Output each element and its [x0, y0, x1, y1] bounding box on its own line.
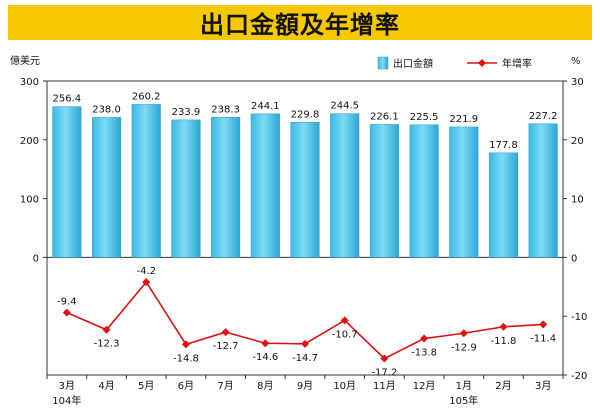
bar-data-label: 227.2 — [529, 111, 558, 122]
bar-export-amount — [171, 119, 201, 258]
x-axis-year-label: 105年 — [449, 394, 478, 407]
bar-data-label: 260.2 — [132, 91, 161, 102]
line-data-label: -10.7 — [332, 329, 358, 340]
plot-frame — [46, 80, 564, 376]
growth-rate-marker — [301, 339, 309, 348]
bar-data-label: 221.9 — [449, 114, 478, 125]
line-data-label: -11.4 — [530, 333, 556, 344]
x-axis-category-label: 3月 — [535, 380, 551, 392]
bar-export-amount — [449, 126, 479, 258]
x-axis-category-label: 11月 — [373, 380, 396, 392]
bar-export-amount — [488, 152, 519, 258]
bar-export-amount — [52, 106, 82, 258]
line-data-label: -17.2 — [371, 368, 397, 379]
growth-rate-marker — [539, 320, 548, 329]
x-axis-category-label: 4月 — [98, 380, 114, 392]
line-data-label: -14.7 — [292, 353, 318, 364]
x-axis-category-label: 10月 — [333, 380, 356, 392]
left-axis-tick-label: 100 — [20, 195, 39, 206]
growth-rate-marker — [261, 339, 270, 348]
left-axis-tick-label: 0 — [33, 253, 39, 264]
x-axis-category-label: 5月 — [138, 380, 154, 392]
bar-export-amount — [409, 124, 439, 258]
bar-export-amount — [211, 117, 241, 258]
growth-rate-marker — [102, 325, 111, 334]
x-axis-category-label: 3月 — [59, 380, 75, 392]
bar-export-amount — [91, 117, 122, 258]
line-data-label: -12.3 — [94, 339, 120, 350]
x-axis-category-label: 12月 — [413, 380, 436, 392]
bar-data-label: 229.8 — [291, 109, 320, 120]
right-axis-tick-label: -10 — [571, 312, 587, 323]
left-axis-title: 億美元 — [10, 54, 40, 67]
bar-data-label: 238.3 — [211, 104, 240, 115]
growth-rate-marker — [420, 334, 429, 343]
line-data-label: -12.7 — [213, 341, 239, 352]
bar-data-label: 238.0 — [92, 104, 121, 115]
bar-export-amount — [250, 113, 280, 258]
growth-rate-marker — [380, 354, 389, 363]
legend-line-marker — [478, 59, 486, 67]
bar-data-label: 233.9 — [172, 107, 201, 118]
bar-data-label: 256.4 — [53, 94, 82, 105]
title-banner: 出口金額及年增率 — [8, 5, 592, 40]
bar-export-amount — [528, 123, 558, 258]
right-axis-tick-label: -20 — [571, 371, 587, 382]
line-data-label: -11.8 — [491, 336, 517, 347]
growth-rate-marker — [142, 278, 151, 287]
line-data-label: -13.8 — [411, 348, 437, 359]
x-axis-category-label: 7月 — [217, 380, 233, 392]
bar-export-amount — [330, 113, 360, 258]
right-axis-tick-label: 0 — [571, 253, 577, 264]
x-axis-category-label: 2月 — [495, 380, 511, 392]
bar-data-label: 244.1 — [251, 101, 280, 112]
bar-data-label: 226.1 — [370, 111, 399, 122]
growth-rate-marker — [340, 316, 349, 325]
bar-export-amount — [131, 104, 161, 258]
x-axis-category-label: 8月 — [257, 380, 273, 392]
legend-bar-swatch — [377, 56, 389, 70]
right-axis-title: % — [571, 56, 581, 67]
left-axis-tick-label: 200 — [20, 136, 39, 147]
right-axis-tick-label: 10 — [571, 195, 584, 206]
x-axis-category-label: 9月 — [297, 380, 313, 392]
x-axis-year-label: 104年 — [52, 394, 81, 407]
bar-data-label: 244.5 — [330, 101, 359, 112]
left-axis-tick-label: 300 — [20, 77, 39, 88]
line-data-label: -4.2 — [136, 266, 156, 277]
growth-rate-marker — [62, 308, 71, 317]
x-axis-category-label: 6月 — [178, 380, 194, 392]
line-data-label: -14.6 — [252, 352, 278, 363]
bar-data-label: 225.5 — [410, 112, 439, 123]
growth-rate-marker — [221, 328, 230, 337]
bar-data-label: 177.8 — [489, 140, 518, 151]
bar-export-amount — [369, 124, 399, 258]
growth-rate-marker — [181, 340, 190, 349]
line-data-label: -9.4 — [57, 297, 77, 308]
right-axis-tick-label: 20 — [571, 136, 584, 147]
legend-bar-label: 出口金額 — [393, 57, 433, 70]
x-axis-category-label: 1月 — [456, 380, 472, 392]
chart-title: 出口金額及年增率 — [200, 11, 400, 39]
bar-export-amount — [290, 122, 320, 258]
growth-rate-marker — [459, 329, 468, 338]
legend-line-label: 年增率 — [502, 57, 532, 70]
growth-rate-marker — [499, 322, 508, 331]
line-data-label: -14.8 — [173, 353, 199, 364]
line-data-label: -12.9 — [451, 342, 477, 353]
right-axis-tick-label: 30 — [571, 77, 584, 88]
